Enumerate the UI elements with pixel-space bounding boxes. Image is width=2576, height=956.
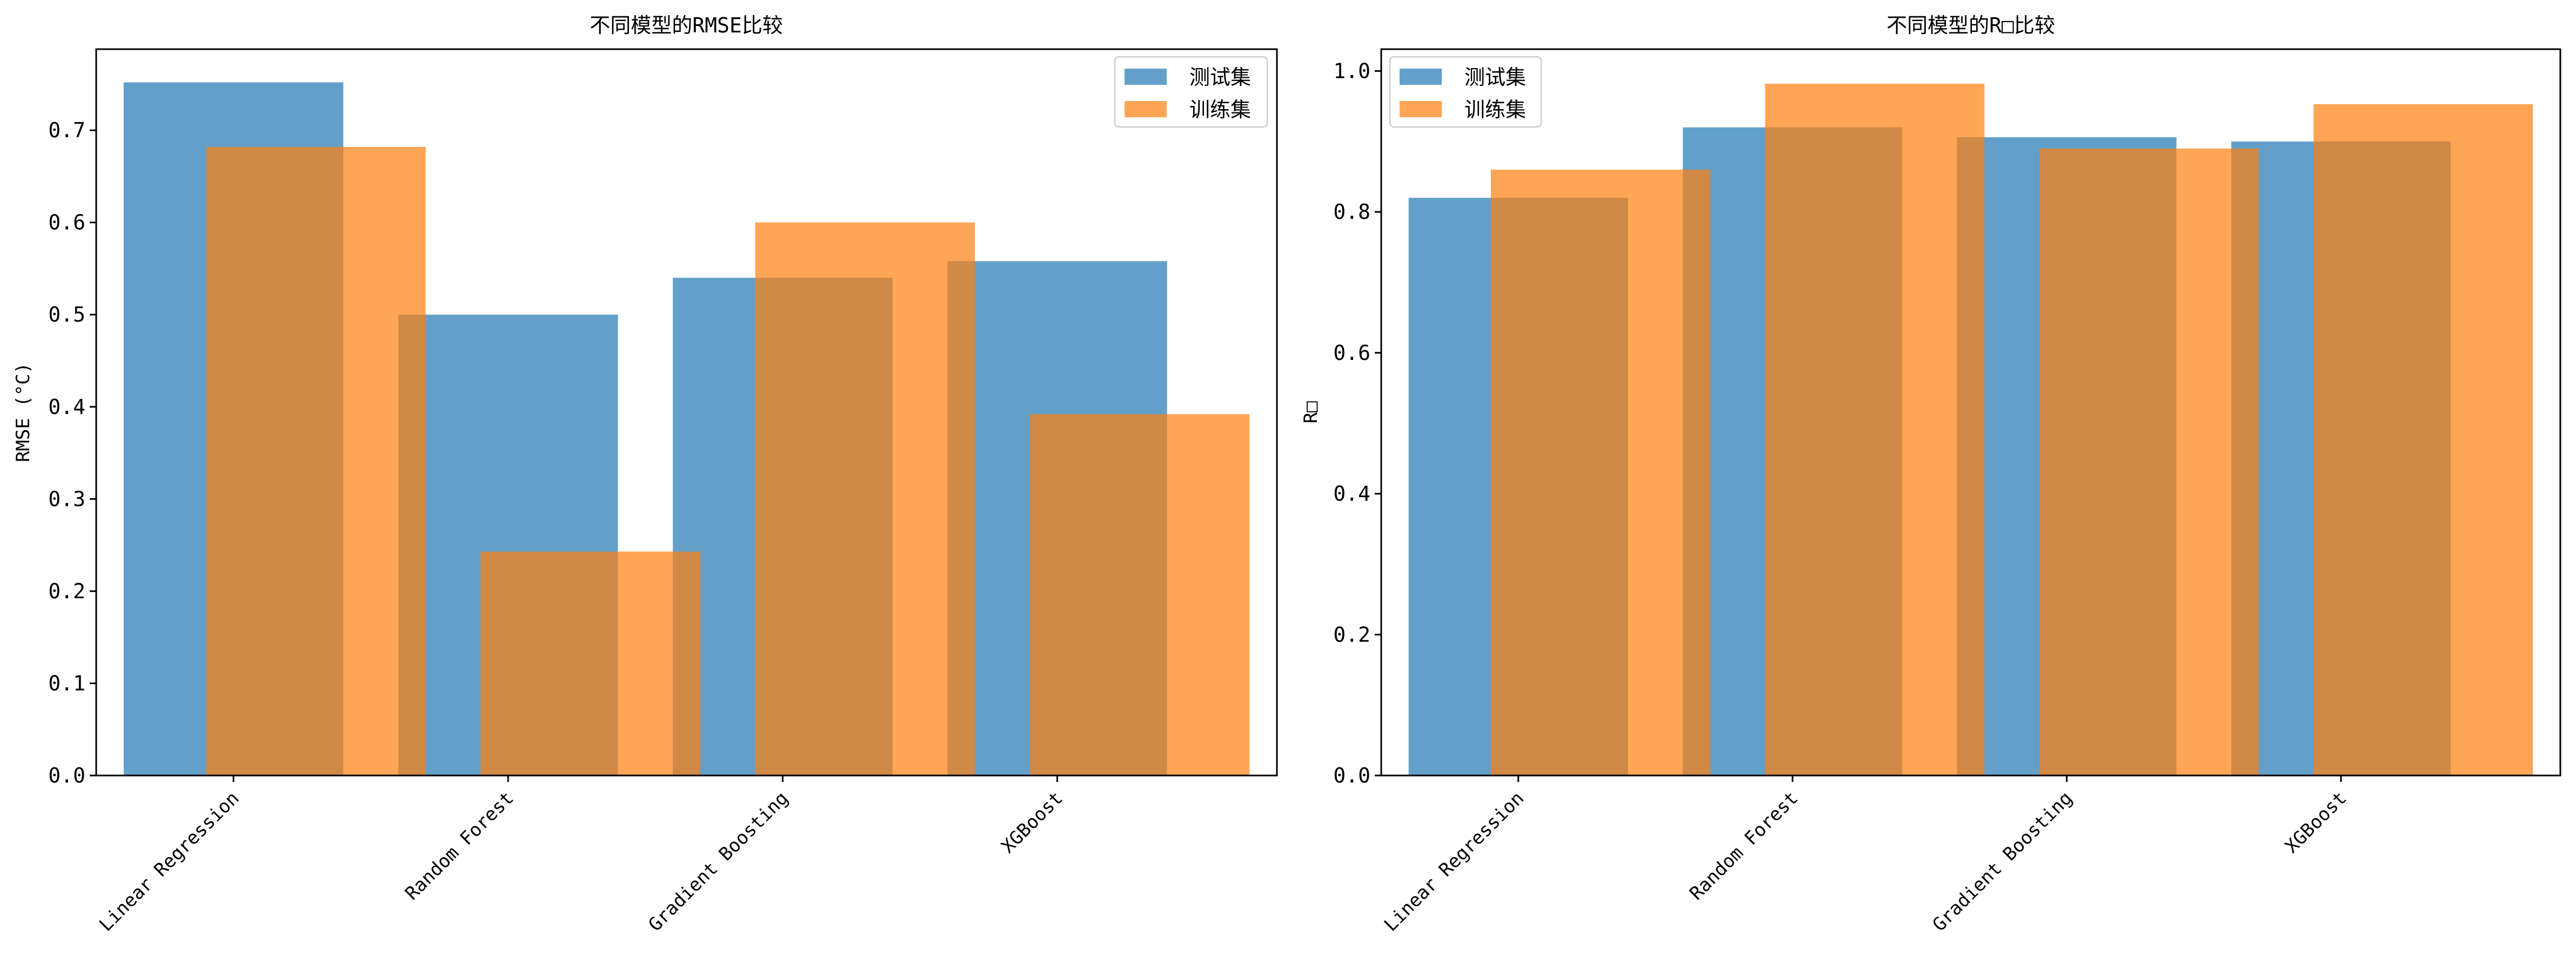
- rmse-ytick-label-7: 0.7: [48, 118, 85, 142]
- rmse-ytick-label-3: 0.3: [48, 487, 85, 511]
- rmse-legend-train-swatch: [1125, 101, 1167, 117]
- r2-bar-train-0: [1490, 169, 1710, 776]
- r2-chart-title: 不同模型的R□比较: [1886, 14, 2055, 37]
- r2-y-axis: 0.0 0.2 0.4 0.6 0.8 1.0: [1333, 59, 1381, 787]
- r2-ytick-label-5: 1.0: [1333, 59, 1370, 83]
- r2-bar-train-2: [2039, 148, 2259, 776]
- rmse-ytick-label-0: 0.0: [48, 764, 85, 787]
- rmse-x-axis: Linear Regression Random Forest Gradient B…: [95, 776, 1067, 935]
- r2-legend: 测试集 训练集: [1389, 56, 1542, 128]
- rmse-y-axis: 0.0 0.1 0.2 0.3 0.4 0.5 0.6 0.7: [48, 118, 96, 787]
- r2-ytick-label-3: 0.6: [1333, 341, 1370, 365]
- rmse-bar-train-2: [755, 222, 975, 776]
- rmse-xtick-label-1: Random Forest: [401, 787, 518, 904]
- r2-legend-test-label: 测试集: [1464, 65, 1526, 89]
- r2-x-axis: Linear Regression Random Forest Gradient B…: [1380, 776, 2351, 935]
- rmse-bar-train-3: [1029, 414, 1250, 776]
- r2-legend-train-swatch: [1400, 101, 1442, 117]
- r2-xtick-label-1: Random Forest: [1685, 787, 1802, 904]
- rmse-chart: 不同模型的RMSE比较 RMSE (°C) 0.0 0.1 0.2 0.3 0.4 0.5…: [12, 14, 1278, 935]
- r2-ytick-label-0: 0.0: [1333, 764, 1370, 787]
- r2-xtick-label-3: XGBoost: [2281, 787, 2351, 858]
- rmse-plot-frame: [95, 48, 1278, 777]
- rmse-legend-test-label: 测试集: [1189, 65, 1251, 89]
- rmse-ytick-label-1: 0.1: [48, 671, 85, 695]
- r2-legend-test-swatch: [1400, 69, 1442, 85]
- rmse-ytick-label-6: 0.6: [48, 211, 85, 235]
- r2-xtick-label-0: Linear Regression: [1380, 787, 1528, 935]
- rmse-bar-train-0: [206, 146, 426, 776]
- r2-xtick-label-2: Gradient Boosting: [1929, 787, 2077, 935]
- rmse-chart-title: 不同模型的RMSE比较: [590, 14, 783, 37]
- rmse-xtick-label-3: XGBoost: [997, 787, 1067, 858]
- r2-chart: 不同模型的R□比较 R□ 0.0 0.2 0.4 0.6 0.8 1.0 Linear R…: [1300, 14, 2561, 935]
- rmse-legend-test-swatch: [1125, 69, 1167, 85]
- rmse-legend: 测试集 训练集: [1114, 56, 1268, 128]
- rmse-bar-train-1: [480, 551, 700, 776]
- rmse-ytick-label-2: 0.2: [48, 579, 85, 603]
- rmse-legend-train-label: 训练集: [1189, 98, 1251, 122]
- rmse-ytick-label-5: 0.5: [48, 303, 85, 326]
- r2-plot-frame: [1380, 48, 2561, 777]
- r2-ytick-label-2: 0.4: [1333, 482, 1370, 506]
- r2-ytick-label-4: 0.8: [1333, 200, 1370, 224]
- rmse-xtick-label-2: Gradient Boosting: [644, 787, 792, 935]
- r2-ytick-label-1: 0.2: [1333, 623, 1370, 646]
- rmse-y-axis-label: RMSE (°C): [12, 363, 34, 462]
- r2-y-axis-label: R□: [1300, 401, 1322, 423]
- r2-legend-train-label: 训练集: [1464, 98, 1526, 122]
- r2-bar-train-1: [1765, 83, 1985, 776]
- rmse-ytick-label-4: 0.4: [48, 395, 85, 419]
- r2-bar-train-3: [2313, 104, 2533, 776]
- rmse-bars: [123, 82, 1250, 776]
- r2-bars: [1408, 83, 2533, 776]
- rmse-xtick-label-0: Linear Regression: [95, 787, 243, 935]
